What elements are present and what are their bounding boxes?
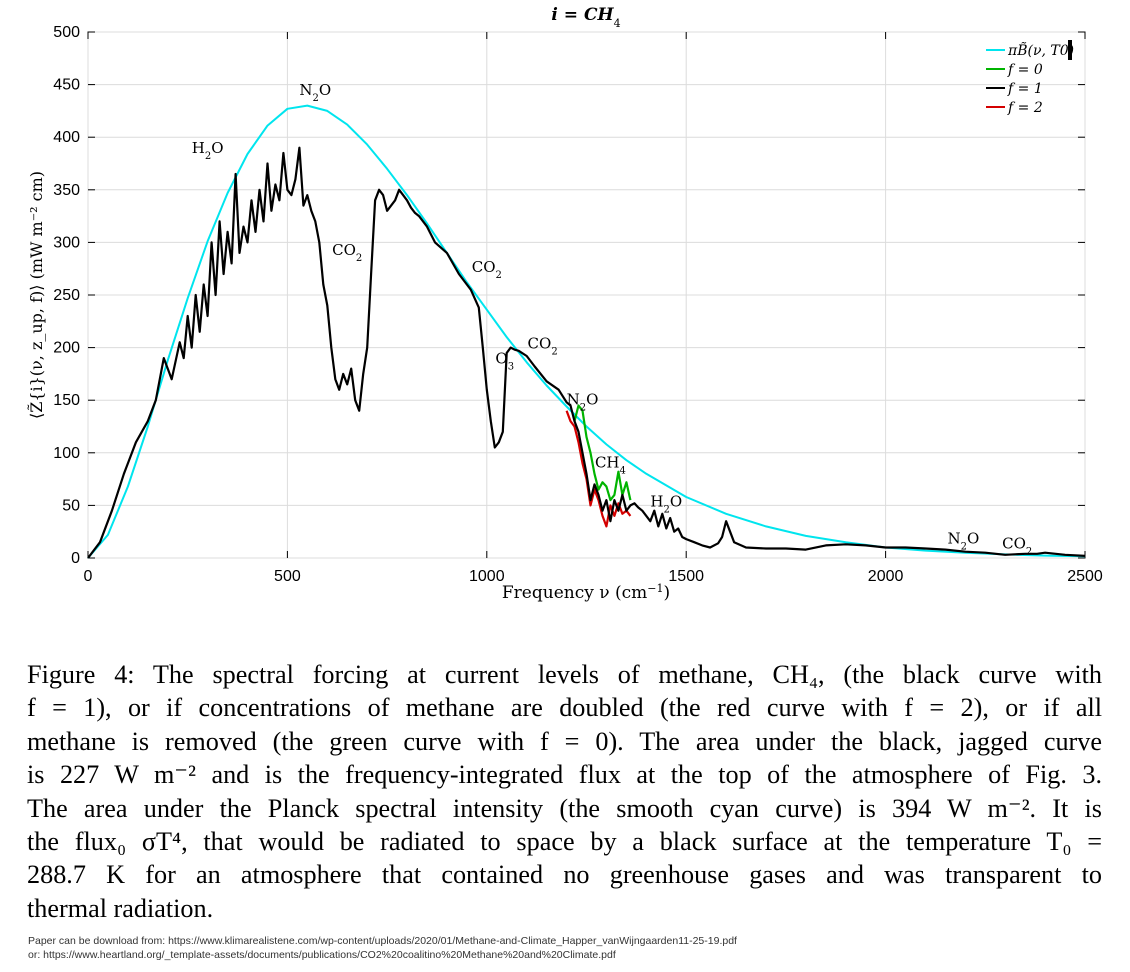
legend-label-f1: f = 1 <box>1007 81 1043 97</box>
footnote-line: Paper can be download from: https://www.… <box>28 935 737 947</box>
x-axis-label-sup: −1 <box>647 582 663 595</box>
caption-line: 288.7 K for an atmosphere that contained… <box>27 860 1102 890</box>
caption-line: methane is removed (the green curve with… <box>27 726 1102 756</box>
y-tick-label: 150 <box>53 392 80 409</box>
annotation-label: CO2 <box>528 335 558 358</box>
y-axis-ticks: 0 50 100 150 200 250 300 350 400 450 500 <box>53 24 1085 567</box>
y-tick-label: 400 <box>53 129 80 146</box>
y-tick-label: 200 <box>53 340 80 357</box>
y-tick-label: 0 <box>71 550 80 567</box>
caption-line: f = 1), or if concentrations of methane … <box>27 693 1102 723</box>
spectral-forcing-chart: 0 50 100 150 200 250 300 350 400 450 500 0 500 1000 1… <box>27 5 1103 604</box>
y-tick-label: 350 <box>53 182 80 199</box>
figure-caption: Figure 4: The spectral forcing at curren… <box>27 658 1102 925</box>
caption-line: the flux₀ σT⁴, that would be radiated to… <box>27 827 1102 857</box>
x-axis-label-text: Frequency ν (cm <box>502 583 647 603</box>
x-axis-label-end: ) <box>663 583 670 603</box>
annotation-label: N2O <box>567 390 599 413</box>
y-tick-label: 300 <box>53 234 80 251</box>
x-tick-label: 2500 <box>1067 568 1103 585</box>
legend: πB̃(ν, T0) f = 0 f = 1 f = 2 <box>986 40 1074 116</box>
title-text: i = CH <box>551 5 614 25</box>
x-tick-label: 1500 <box>668 568 704 585</box>
chart-annotations: H2O N2O CO2 CO2 O3 CO2 N2O CH4 H2O N2O CO2 <box>192 81 1033 557</box>
legend-label-planck: πB̃(ν, T0) <box>1007 41 1074 59</box>
annotation-label: H2O <box>650 492 682 515</box>
series-line-f0 <box>573 404 632 502</box>
annotation-label: CH4 <box>595 454 626 477</box>
footnote-line: or: https://www.heartland.org/_template-… <box>28 949 616 961</box>
annotation-label: N2O <box>947 529 979 552</box>
x-tick-label: 0 <box>84 568 93 585</box>
y-tick-label: 50 <box>62 497 80 514</box>
caption-line: thermal radiation. <box>27 893 214 923</box>
annotation-label: H2O <box>192 139 224 162</box>
source-footnote: Paper can be download from: https://www.… <box>28 934 737 962</box>
annotation-label: N2O <box>299 81 331 104</box>
annotation-label: CO2 <box>332 241 362 263</box>
y-axis-label: ⟨Z̃{i}(ν, z_up, f)⟩ (mW m⁻² cm) <box>27 171 46 419</box>
x-tick-label: 1000 <box>469 568 505 585</box>
annotation-label: CO2 <box>472 258 502 281</box>
y-tick-label: 500 <box>53 24 80 41</box>
legend-label-f0: f = 0 <box>1007 62 1043 78</box>
annotation-label: O3 <box>495 349 514 372</box>
caption-line: Figure 4: The spectral forcing at curren… <box>27 660 1102 689</box>
title-sub: 4 <box>614 17 621 30</box>
legend-label-f2: f = 2 <box>1007 100 1043 116</box>
x-tick-label: 500 <box>274 568 301 585</box>
caption-line: The area under the Planck spectral inten… <box>27 793 1102 823</box>
y-tick-label: 250 <box>53 287 80 304</box>
caption-line: is 227 W m⁻² and is the frequency-integr… <box>27 760 1102 790</box>
y-tick-label: 450 <box>53 77 80 94</box>
grid-lines <box>87 31 1086 559</box>
x-axis-label: Frequency ν (cm−1) <box>502 582 670 604</box>
x-tick-label: 2000 <box>868 568 904 585</box>
chart-title: i = CH4 <box>551 5 620 30</box>
series-line-planck <box>87 104 1086 559</box>
series-line-f1 <box>87 146 1086 559</box>
data-series <box>87 104 1086 559</box>
legend-cursor <box>1068 40 1072 60</box>
y-tick-label: 100 <box>53 445 80 462</box>
annotation-label: CO2 <box>1002 535 1032 558</box>
x-axis-ticks: 0 500 1000 1500 2000 2500 <box>84 32 1103 585</box>
